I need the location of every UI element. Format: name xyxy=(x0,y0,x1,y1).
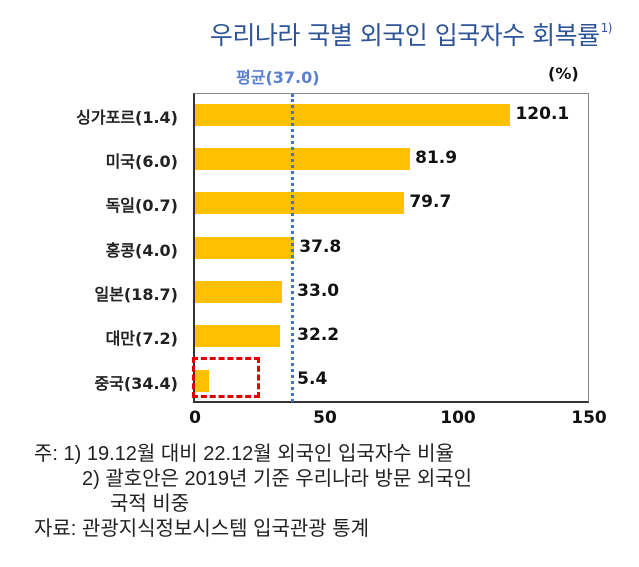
bar xyxy=(195,281,282,303)
value-label: 5.4 xyxy=(297,369,328,389)
unit-label: (%) xyxy=(548,64,579,83)
note-1: 주: 1) 19.12월 대비 22.12월 외국인 입국자수 비율 xyxy=(34,443,454,465)
x-tick-label: 100 xyxy=(440,408,476,428)
value-label: 37.8 xyxy=(299,237,342,257)
bar xyxy=(195,370,210,392)
plot-area xyxy=(193,93,589,403)
value-label: 32.2 xyxy=(297,325,340,345)
value-label: 79.7 xyxy=(409,192,452,212)
x-tick-label: 0 xyxy=(189,408,201,428)
value-label: 120.1 xyxy=(515,104,570,124)
note-2-continued: 국적 비중 xyxy=(110,493,190,515)
chart-title: 우리나라 국별 외국인 입국자수 회복률1) xyxy=(0,16,613,52)
category-label: 홍콩(4.0) xyxy=(105,241,178,260)
category-label: 일본(18.7) xyxy=(94,285,178,304)
highlight-box-china xyxy=(192,357,260,398)
value-label: 33.0 xyxy=(297,281,340,301)
x-tick-label: 50 xyxy=(313,408,337,428)
category-label: 대만(7.2) xyxy=(105,329,178,348)
source-note: 자료: 관광지식정보시스템 입국관광 통계 xyxy=(34,518,370,540)
average-reference-line xyxy=(291,94,295,402)
title-footnote-mark: 1) xyxy=(600,21,613,35)
category-label: 독일(0.7) xyxy=(105,196,178,215)
bar xyxy=(195,325,280,347)
category-label: 미국(6.0) xyxy=(105,152,178,171)
category-label: 싱가포르(1.4) xyxy=(76,108,178,127)
bar xyxy=(195,237,295,259)
bar xyxy=(195,192,405,214)
bar xyxy=(195,104,511,126)
category-label: 중국(34.4) xyxy=(94,374,178,393)
value-label: 81.9 xyxy=(415,148,458,168)
chart-title-text: 우리나라 국별 외국인 입국자수 회복률 xyxy=(209,21,600,50)
footnotes: 주: 1) 19.12월 대비 22.12월 외국인 입국자수 비율 2) 괄호… xyxy=(34,442,472,542)
note-2: 2) 괄호안은 2019년 기준 우리나라 방문 외국인 xyxy=(82,468,473,490)
x-tick-label: 150 xyxy=(571,408,607,428)
average-label: 평균(37.0) xyxy=(236,68,320,87)
bar xyxy=(195,148,411,170)
